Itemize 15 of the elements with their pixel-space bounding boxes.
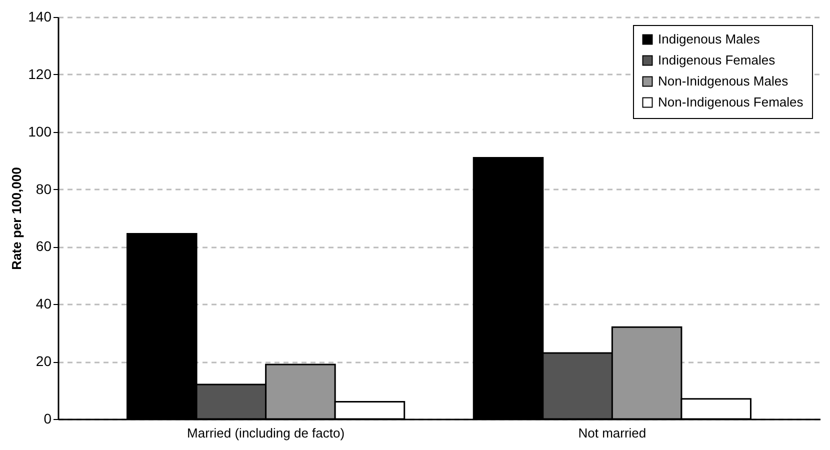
x-tick-label: Married (including de facto) [187,426,345,440]
legend-label: Indigenous Females [658,52,776,68]
y-tick-label: 120 [28,66,52,82]
y-tick-label: 60 [36,238,52,254]
legend-label: Indigenous Males [658,32,760,46]
y-axis-title: Rate per 100,000 [9,167,24,270]
y-tick-label: 80 [36,180,52,197]
y-tick-label: 40 [36,296,52,312]
y-tick-label: 20 [36,353,52,370]
y-tick-label: 140 [28,8,52,24]
y-tick-label: 100 [28,123,52,140]
x-tick-label: Not married [578,426,646,440]
y-tick-label: 0 [44,410,52,426]
legend-label: Non-Indigenous Females [658,94,804,110]
legend-label: Non-Inidgenous Males [658,74,789,88]
